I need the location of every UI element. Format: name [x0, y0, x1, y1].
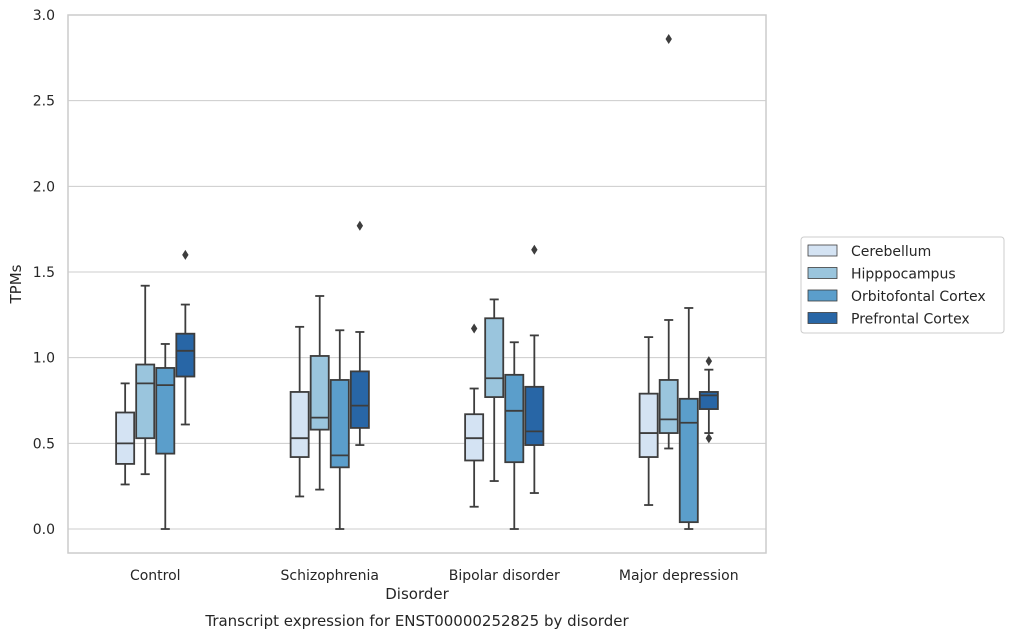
- legend: Cerebellum Hipppocampus Orbitofontal Corte…: [800, 236, 1005, 334]
- y-tick-labels: 0.0 0.5 1.0 1.5 2.0 2.5 3.0: [33, 8, 55, 538]
- x-tick-label: Bipolar disorder: [449, 568, 560, 584]
- y-tick-label: 0.0: [33, 522, 55, 538]
- box-hipppocampus: [135, 284, 156, 476]
- legend-swatch: [807, 244, 838, 257]
- outlier-point: [705, 433, 713, 444]
- box-body: [115, 411, 136, 465]
- legend-swatch: [807, 312, 838, 324]
- x-tick-label: Control: [130, 568, 181, 584]
- x-tick-labels: Control Schizophrenia Bipolar disorder Majo…: [130, 568, 739, 584]
- box-body: [484, 317, 505, 398]
- y-tick-label: 1.0: [33, 351, 55, 367]
- box-prefrontal-cortex: [175, 249, 196, 426]
- box-orbitofontal-cortex: [329, 329, 350, 530]
- box-body: [309, 355, 330, 431]
- legend-frame: [800, 236, 1005, 334]
- y-tick-label: 1.5: [33, 265, 55, 281]
- legend-entry: Cerebellum: [851, 244, 931, 260]
- box-body: [175, 332, 196, 378]
- box-cerebellum: [464, 323, 485, 508]
- box-body: [658, 379, 679, 434]
- box-hipppocampus: [309, 295, 330, 491]
- box-prefrontal-cortex: [349, 220, 370, 446]
- box-body: [349, 370, 370, 429]
- box-body: [678, 397, 699, 524]
- y-tick-label: 0.5: [33, 436, 55, 452]
- outlier-point: [665, 33, 672, 44]
- outlier-point: [356, 220, 364, 231]
- x-axis-title: Disorder: [385, 585, 449, 603]
- box-prefrontal-cortex: [524, 244, 545, 494]
- outlier-point: [470, 323, 478, 334]
- box-body: [155, 367, 176, 455]
- box-hipppocampus: [484, 298, 505, 482]
- legend-entry: Orbitofontal Cortex: [851, 289, 986, 305]
- box-prefrontal-cortex: [698, 356, 719, 444]
- x-tick-label: Schizophrenia: [281, 568, 379, 584]
- y-tick-label: 3.0: [33, 8, 55, 24]
- box-hipppocampus: [658, 33, 679, 450]
- plot-area: [68, 15, 766, 553]
- y-axis-title: TPMs: [7, 264, 25, 304]
- box-orbitofontal-cortex: [504, 341, 525, 530]
- outlier-point: [531, 244, 538, 255]
- box-cerebellum: [638, 336, 659, 506]
- box-body: [329, 379, 350, 469]
- legend-swatch: [807, 267, 838, 279]
- box-series: [115, 33, 719, 530]
- box-orbitofontal-cortex: [155, 343, 176, 530]
- box-body: [289, 391, 310, 458]
- box-body: [135, 363, 156, 440]
- box-cerebellum: [289, 325, 310, 498]
- y-tick-label: 2.0: [33, 179, 55, 195]
- y-tick-label: 2.5: [33, 94, 55, 110]
- box-body: [638, 392, 659, 458]
- box-cerebellum: [115, 382, 136, 486]
- legend-swatch: [807, 289, 838, 302]
- outlier-point: [705, 356, 713, 367]
- chart-title: Transcript expression for ENST0000025282…: [204, 612, 629, 630]
- x-tick-label: Major depression: [619, 568, 739, 584]
- legend-entry: Prefrontal Cortex: [851, 312, 970, 328]
- plot-frame: [67, 14, 767, 554]
- legend-entry: Hipppocampus: [851, 267, 956, 283]
- outlier-point: [182, 249, 189, 260]
- box-orbitofontal-cortex: [678, 307, 699, 530]
- box-body: [524, 385, 545, 446]
- box-body: [504, 373, 525, 464]
